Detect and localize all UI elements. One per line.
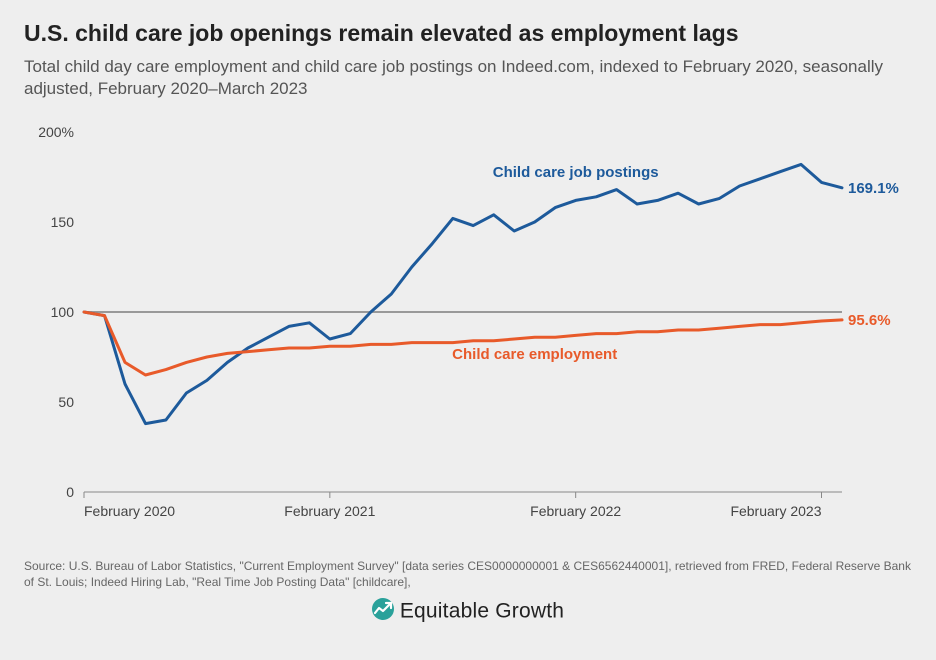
series-end-label: 95.6% [848, 312, 891, 329]
source-text: Source: U.S. Bureau of Labor Statistics,… [24, 558, 912, 590]
chart-area: 0 50 100 150 200% February 2020 February 2021 F… [24, 112, 912, 552]
x-tick-label: February 2023 [730, 503, 821, 519]
series-label: Child care job postings [493, 164, 659, 181]
y-tick-label: 200% [38, 124, 74, 140]
y-tick-label: 150 [51, 214, 75, 230]
line-chart: 0 50 100 150 200% February 2020 February 2021 F… [24, 112, 912, 552]
series-label: Child care employment [452, 346, 617, 363]
x-tick-label: February 2021 [284, 503, 375, 519]
x-tick-label: February 2022 [530, 503, 621, 519]
y-tick-label: 50 [58, 394, 74, 410]
chart-subtitle: Total child day care employment and chil… [24, 56, 912, 100]
series-end-label: 169.1% [848, 180, 899, 197]
series-line [84, 312, 842, 375]
series-line [84, 164, 842, 423]
footer-brand: Equitable Growth [24, 598, 912, 626]
y-tick-label: 100 [51, 304, 75, 320]
footer-brand-text: Equitable Growth [400, 600, 564, 623]
brand-icon [372, 598, 394, 626]
x-tick-label: February 2020 [84, 503, 175, 519]
chart-title: U.S. child care job openings remain elev… [24, 20, 912, 48]
y-tick-label: 0 [66, 484, 74, 500]
